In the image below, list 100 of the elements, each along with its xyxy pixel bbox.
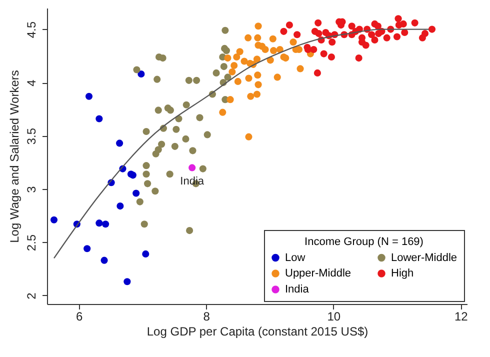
point xyxy=(310,46,318,54)
point xyxy=(368,31,376,38)
point xyxy=(172,126,180,133)
point xyxy=(166,106,174,114)
point xyxy=(85,92,93,100)
point xyxy=(133,66,140,74)
point xyxy=(355,54,362,62)
point xyxy=(315,30,322,38)
x-tick-label: 8 xyxy=(203,310,210,324)
point xyxy=(152,188,159,195)
y-tick-label: 2.5 xyxy=(24,234,38,252)
point xyxy=(393,33,401,40)
legend-label: High xyxy=(391,268,414,280)
point xyxy=(428,26,436,33)
y-tick-label: 4 xyxy=(24,79,38,86)
point xyxy=(244,34,252,42)
legend-label: Lower-Middle xyxy=(391,252,458,264)
legend-title: Income Group (N = 169) xyxy=(304,236,424,248)
point xyxy=(188,164,196,172)
point xyxy=(328,53,335,61)
point xyxy=(185,76,192,84)
point xyxy=(189,147,196,154)
point xyxy=(100,256,108,264)
point xyxy=(400,20,407,28)
point xyxy=(140,220,148,228)
point xyxy=(286,22,293,29)
point xyxy=(234,78,242,85)
point xyxy=(204,131,211,138)
point xyxy=(159,54,166,62)
point xyxy=(253,90,261,98)
point xyxy=(171,142,178,150)
point xyxy=(142,128,150,136)
point xyxy=(222,47,230,54)
point xyxy=(401,28,408,36)
point xyxy=(166,170,174,178)
point xyxy=(154,146,162,154)
point xyxy=(254,22,262,30)
point xyxy=(254,34,262,42)
y-tick-label: 4.5 xyxy=(24,21,38,38)
x-axis-title: Log GDP per Capita (constant 2015 US$) xyxy=(146,324,368,338)
point xyxy=(280,28,288,35)
point xyxy=(296,65,304,72)
point xyxy=(374,22,382,30)
point xyxy=(270,47,278,54)
point xyxy=(236,48,244,56)
point xyxy=(124,278,131,286)
point xyxy=(254,72,262,79)
y-tick-label: 3.5 xyxy=(24,128,38,145)
point xyxy=(394,15,402,22)
point xyxy=(116,140,124,147)
point xyxy=(230,62,238,70)
point xyxy=(253,56,261,63)
point xyxy=(290,38,297,46)
point xyxy=(186,227,194,234)
point xyxy=(245,133,252,140)
point xyxy=(96,115,103,122)
point xyxy=(371,36,378,44)
point xyxy=(193,76,200,84)
point xyxy=(144,180,152,188)
point xyxy=(116,202,124,210)
point xyxy=(233,53,240,61)
point xyxy=(154,76,161,83)
x-tick-label: 6 xyxy=(76,310,83,324)
point xyxy=(219,108,226,116)
point xyxy=(138,70,145,78)
point xyxy=(411,19,418,26)
x-tick-label: 12 xyxy=(454,310,468,324)
point xyxy=(142,250,150,258)
y-axis-title: Log Wage and Salaried Workers xyxy=(8,70,22,243)
point xyxy=(226,96,234,104)
legend-label: India xyxy=(285,284,310,296)
point xyxy=(314,19,322,26)
annotation: India xyxy=(180,176,205,188)
point xyxy=(84,245,91,252)
point xyxy=(224,54,232,62)
point xyxy=(320,50,328,58)
point xyxy=(245,74,252,82)
y-tick-label: 3 xyxy=(24,186,38,193)
point xyxy=(247,92,254,100)
x-tick-label: 10 xyxy=(327,310,341,324)
point xyxy=(182,101,190,108)
point xyxy=(421,30,429,38)
point xyxy=(142,170,150,178)
point xyxy=(254,81,262,88)
point xyxy=(274,74,281,81)
legend-label: Low xyxy=(285,252,306,264)
point xyxy=(199,165,206,172)
point xyxy=(196,114,204,122)
point xyxy=(96,220,103,227)
point xyxy=(182,135,190,142)
point xyxy=(50,216,58,224)
point xyxy=(154,106,162,114)
legend-label: Upper-Middle xyxy=(285,268,352,280)
point xyxy=(262,46,269,54)
point xyxy=(102,220,110,228)
point xyxy=(240,58,248,65)
y-tick-label: 2 xyxy=(24,292,38,300)
point xyxy=(220,63,228,70)
point xyxy=(158,140,166,148)
point xyxy=(328,38,336,46)
